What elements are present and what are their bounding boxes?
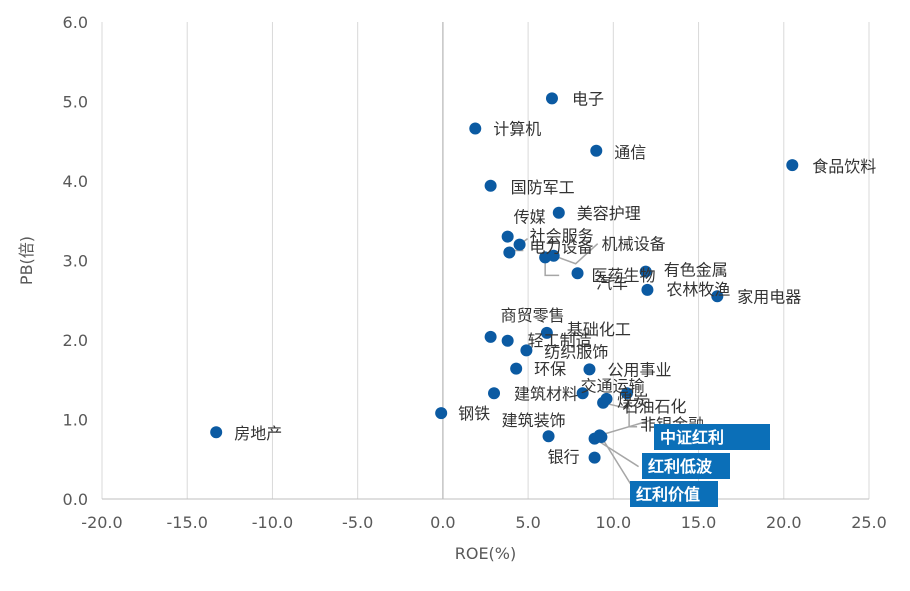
point-label: 建筑装饰: [502, 411, 566, 430]
point-家用电器: [711, 290, 724, 303]
point-label: 国防军工: [511, 178, 575, 197]
point-label: 商贸零售: [501, 306, 565, 325]
x-tick-label: -15.0: [167, 513, 208, 532]
point-轻工制造: [501, 334, 514, 347]
point-建筑材料: [488, 387, 501, 400]
point-非银金融: [597, 396, 610, 409]
point-label: 轻工制造: [528, 331, 592, 350]
point-label: 传媒: [514, 208, 546, 227]
point-红利价值: [595, 430, 608, 443]
y-tick-label: 2.0: [63, 331, 88, 350]
point-公用事业: [583, 363, 596, 376]
point-通信: [590, 144, 603, 157]
point-label: 美容护理: [577, 204, 641, 223]
point-农林牧渔: [641, 283, 654, 296]
y-tick-label: 4.0: [63, 172, 88, 191]
point-建筑装饰: [542, 430, 555, 443]
point-label: 汽车: [596, 273, 628, 292]
point-label: 通信: [614, 143, 646, 162]
point-label: 银行: [548, 448, 580, 467]
point-label: 机械设备: [602, 235, 666, 254]
point-label: 公用事业: [607, 360, 671, 379]
y-tick-label: 0.0: [63, 490, 88, 509]
point-label: 食品饮料: [812, 157, 876, 176]
highlight-label-box: [654, 424, 770, 450]
point-有色金属: [639, 265, 652, 278]
x-tick-label: 15.0: [681, 513, 717, 532]
y-tick-label: 6.0: [63, 13, 88, 32]
point-label: 钢铁: [458, 404, 490, 423]
point-美容护理: [552, 206, 565, 219]
point-钢铁: [435, 407, 448, 420]
point-label: 有色金属: [664, 261, 728, 280]
x-tick-label: -20.0: [81, 513, 122, 532]
point-label: 石油石化: [623, 397, 687, 416]
point-label: 医药生物: [592, 266, 656, 285]
point-label: 电子: [572, 89, 604, 108]
point-商贸零售: [484, 330, 497, 343]
point-纺织服饰: [520, 344, 533, 357]
data-points: [210, 92, 799, 464]
leader-line: [553, 243, 599, 265]
x-axis-title: ROE(%): [455, 544, 517, 563]
y-axis-title: PB(倍): [17, 236, 36, 285]
highlight-label: 红利价值: [636, 485, 700, 504]
x-tick-label: -10.0: [252, 513, 293, 532]
axes: -20.0 -15.0 -10.0 -5.0 0.0 5.0 10.0 15.0 20.0 25.…: [63, 13, 887, 532]
highlight-label-box: [642, 453, 730, 479]
y-tick-label: 1.0: [63, 411, 88, 430]
x-tick-label: 0.0: [430, 513, 455, 532]
point-label: 建筑材料: [514, 384, 578, 403]
point-label: 纺织服饰: [544, 342, 608, 361]
x-tick-label: 10.0: [596, 513, 632, 532]
point-基础化工: [540, 326, 553, 339]
point-label: 农林牧渔: [666, 280, 730, 299]
point-汽车: [539, 251, 552, 264]
point-电子: [545, 92, 558, 105]
point-房地产: [210, 426, 223, 439]
point-环保: [510, 362, 523, 375]
point-电力设备: [503, 246, 516, 259]
leader-line: [602, 402, 638, 428]
point-label: 计算机: [493, 120, 541, 139]
x-tick-label: 5.0: [515, 513, 540, 532]
point-label: 社会服务: [530, 227, 594, 246]
point-label: 煤炭: [617, 391, 649, 410]
point-国防军工: [484, 179, 497, 192]
x-tick-label: 20.0: [766, 513, 802, 532]
highlight-label: 中证红利: [660, 428, 724, 447]
point-label: 电力设备: [529, 238, 593, 257]
point-label: 基础化工: [567, 320, 631, 339]
point-社会服务: [513, 238, 526, 251]
point-医药生物: [571, 267, 584, 280]
point-label: 家用电器: [737, 287, 801, 306]
point-label: 交通运输: [581, 376, 645, 395]
point-银行: [588, 451, 601, 464]
y-tick-label: 3.0: [63, 252, 88, 271]
point-煤炭: [620, 387, 633, 400]
leader-line: [599, 418, 654, 437]
point-label: 环保: [534, 360, 566, 379]
highlight-label-box: [630, 481, 718, 507]
point-食品饮料: [786, 159, 799, 172]
leader-line: [594, 437, 639, 468]
x-tick-label: -5.0: [342, 513, 373, 532]
point-交通运输: [576, 387, 589, 400]
highlight-label: 红利低波: [648, 457, 713, 476]
point-传媒: [501, 230, 514, 243]
point-计算机: [469, 122, 482, 135]
x-tick-label: 25.0: [851, 513, 887, 532]
y-tick-label: 5.0: [63, 93, 88, 112]
point-label: 房地产: [234, 424, 282, 443]
